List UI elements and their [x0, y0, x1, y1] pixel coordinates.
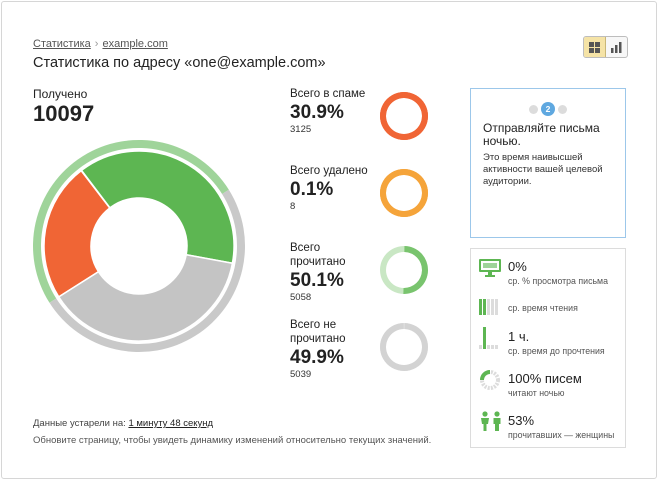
tip-title: Отправляйте письма ночью. [483, 121, 600, 148]
stat-read-count: 5058 [290, 292, 312, 303]
stat-unread-count: 5039 [290, 369, 312, 380]
view-switch [583, 36, 628, 58]
page-title: Статистика по адресу «one@example.com» [33, 55, 326, 71]
stat-read-label: Всего прочитано [290, 242, 346, 268]
metrics-card: 0% ср. % просмотра письма ср. время чтен… [470, 248, 626, 448]
stat-spam-percent: 30.9% [290, 102, 344, 123]
breadcrumb: Статистика › example.com [33, 38, 168, 50]
received-label: Получено [33, 87, 88, 101]
tip-text: Это время наивысшей активности вашей цел… [483, 152, 603, 187]
metric-time-to-read-desc: ср. время до прочтения [508, 346, 605, 356]
refresh-hint: Обновите страницу, чтобы увидеть динамик… [33, 435, 432, 446]
people-icon [481, 411, 501, 431]
bar-chart-icon [611, 41, 622, 53]
metric-read-time-desc: ср. время чтения [508, 303, 578, 313]
main-donut-unread-slice [57, 253, 234, 342]
stat-deleted: Всего удалено 0.1% 8 [290, 164, 375, 212]
stat-spam-label: Всего в спаме [290, 88, 366, 100]
spam-ring-chart [380, 92, 429, 140]
stat-read-percent: 50.1% [290, 270, 344, 291]
stat-spam-count: 3125 [290, 124, 312, 135]
breadcrumb-root-link[interactable]: Статистика [33, 38, 91, 50]
read-ring-chart [380, 246, 429, 294]
stat-spam: Всего в спаме 30.9% 3125 [290, 87, 375, 135]
received-value: 10097 [33, 101, 95, 126]
breadcrumb-separator: › [94, 38, 99, 50]
tip-pager: 2 [471, 102, 625, 116]
deleted-ring-chart [380, 169, 429, 217]
time-to-read-icon [479, 327, 498, 349]
ring-fill [380, 92, 428, 140]
stat-deleted-label: Всего удалено [290, 165, 368, 177]
metric-view-percent-value: 0% [508, 259, 527, 274]
ring-fill [380, 323, 428, 371]
grid-view-button[interactable] [584, 37, 606, 57]
ring-fill [403, 246, 428, 294]
main-donut-read-slice [80, 150, 235, 265]
stat-unread-percent: 49.9% [290, 347, 344, 368]
unread-ring-chart [380, 323, 429, 371]
metric-time-to-read-value: 1 ч. [508, 329, 530, 344]
reading-time-icon [479, 299, 498, 315]
tip-card: 2 Отправляйте письма ночью. Это время на… [470, 88, 626, 238]
data-staleness-label: Данные устарели на: [33, 418, 126, 429]
metric-women-readers-desc: прочитавших — женщины [508, 430, 615, 440]
main-donut-spam-slice [43, 169, 111, 298]
tip-pager-current[interactable]: 2 [541, 102, 555, 116]
night-clock-icon [480, 370, 500, 390]
data-staleness: Данные устарели на: 1 минуту 48 секунд [33, 418, 213, 429]
ring-fill [380, 169, 428, 217]
metric-night-readers-value: 100% писем [508, 371, 582, 386]
grid-icon [589, 41, 600, 53]
breadcrumb-current-link[interactable]: example.com [102, 38, 168, 50]
data-staleness-link[interactable]: 1 минуту 48 секунд [128, 418, 214, 429]
stat-read: Всего прочитано 50.1% 5058 [290, 241, 375, 303]
monitor-icon [479, 259, 501, 277]
tip-pager-dot[interactable] [529, 104, 538, 114]
stat-unread-label: Всего не прочитано [290, 319, 346, 345]
tip-pager-dot[interactable] [558, 104, 567, 114]
stat-deleted-percent: 0.1% [290, 179, 334, 200]
stat-deleted-count: 8 [290, 201, 296, 212]
main-donut-chart [33, 140, 245, 352]
metric-night-readers-desc: читают ночью [508, 388, 565, 398]
metric-view-percent-desc: ср. % просмотра письма [508, 276, 608, 286]
stat-unread: Всего не прочитано 49.9% 5039 [290, 318, 370, 380]
metric-women-readers-value: 53% [508, 413, 535, 428]
bar-view-button[interactable] [606, 37, 627, 57]
